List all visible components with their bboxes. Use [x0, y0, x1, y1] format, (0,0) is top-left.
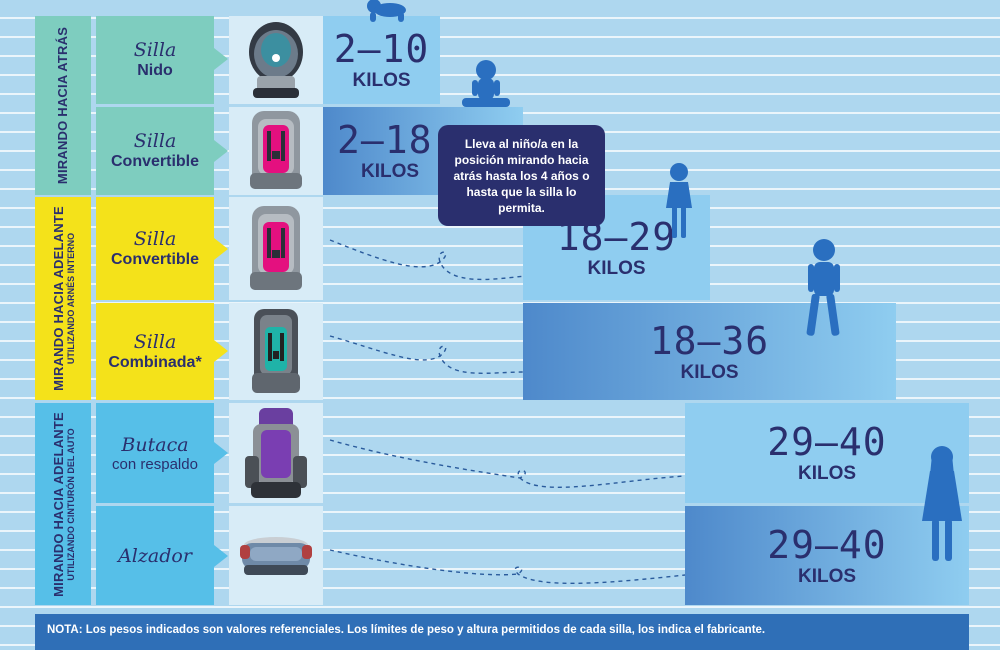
weight-range: 2–10 [333, 27, 430, 71]
label-bold: Nido [137, 62, 173, 79]
infant-seat-icon [249, 22, 303, 98]
seat-cell [229, 16, 323, 104]
group-forward-belt: MIRANDO HACIA ADELANTE UTILIZANDO CINTURÓ… [35, 403, 91, 605]
group-subtitle: UTILIZANDO ARNÉS INTERNO [65, 232, 76, 365]
pointer-arrow [214, 340, 228, 362]
label-regular: con respaldo [112, 455, 198, 473]
weight-unit: KILOS [587, 257, 646, 279]
row-label-nido: Silla Nido [96, 16, 214, 104]
label-script: Alzador [118, 544, 192, 567]
pointer-arrow [214, 48, 228, 70]
weight-range: 2–18 [337, 118, 433, 162]
seat-cell [229, 107, 323, 195]
row-label-convertible-forward: Silla Convertible [96, 197, 214, 300]
group-title: MIRANDO HACIA ATRÁS [55, 26, 71, 185]
convertible-seat-icon [250, 111, 302, 189]
group-title: MIRANDO HACIA ADELANTE [50, 206, 66, 391]
pointer-arrow [214, 238, 228, 260]
label-script: Silla [133, 130, 177, 152]
weight-step-29-40-butaca: 29–40 KILOS [685, 403, 969, 503]
row-label-combinada: Silla Combinada* [96, 303, 214, 400]
booster-with-back-icon [245, 408, 307, 498]
baby-sitting-icon [462, 60, 510, 107]
toddler-standing-icon [666, 163, 692, 238]
seat-cell [229, 506, 323, 605]
label-script: Silla [133, 227, 177, 250]
weight-unit: KILOS [680, 361, 739, 383]
weight-unit: KILOS [352, 70, 411, 91]
seat-cell [229, 303, 323, 400]
baby-crawling-icon [367, 0, 406, 22]
label-bold: Convertible [110, 250, 199, 268]
booster-seat-icon [240, 536, 312, 575]
weight-step-2-10: 2–10 KILOS [323, 16, 440, 104]
label-script: Butaca [121, 433, 189, 456]
weight-unit: KILOS [797, 565, 857, 587]
advice-bubble: Lleva al niño/a en la posición mirando h… [438, 125, 605, 226]
row-label-convertible-rear: Silla Convertible [96, 107, 214, 195]
group-forward-harness: MIRANDO HACIA ADELANTE UTILIZANDO ARNÉS I… [35, 197, 91, 400]
footer-note: NOTA: Los pesos indicados son valores re… [35, 614, 969, 650]
seat-cell [229, 403, 323, 503]
group-subtitle: UTILIZANDO CINTURÓN DEL AUTO [65, 427, 76, 581]
convertible-seat-icon [250, 205, 302, 290]
weight-step-29-40-alzador: 29–40 KILOS [685, 506, 969, 605]
pointer-arrow [214, 442, 228, 464]
note-text: NOTA: Los pesos indicados son valores re… [47, 624, 766, 636]
group-title: MIRANDO HACIA ADELANTE [50, 411, 66, 597]
weight-range: 29–40 [767, 420, 887, 464]
seat-cell [229, 197, 323, 300]
weight-unit: KILOS [361, 161, 420, 182]
group-rear-facing: MIRANDO HACIA ATRÁS [35, 16, 91, 195]
child-walking-icon [806, 239, 840, 336]
pointer-arrow [214, 140, 228, 162]
label-script: Silla [133, 330, 177, 353]
label-script: Silla [133, 39, 177, 61]
girl-standing-icon [922, 446, 962, 561]
label-bold: Combinada* [108, 353, 202, 371]
weight-unit: KILOS [797, 463, 857, 484]
row-label-alzador: Alzador [96, 506, 214, 605]
weight-range: 29–40 [767, 522, 887, 567]
row-label-butaca: Butaca con respaldo [96, 403, 214, 503]
pointer-arrow [214, 545, 228, 567]
label-bold: Convertible [110, 153, 199, 170]
combination-seat-icon [252, 308, 300, 393]
weight-range: 18–36 [649, 318, 770, 363]
advice-text: Lleva al niño/a en la posición mirando h… [453, 136, 590, 215]
